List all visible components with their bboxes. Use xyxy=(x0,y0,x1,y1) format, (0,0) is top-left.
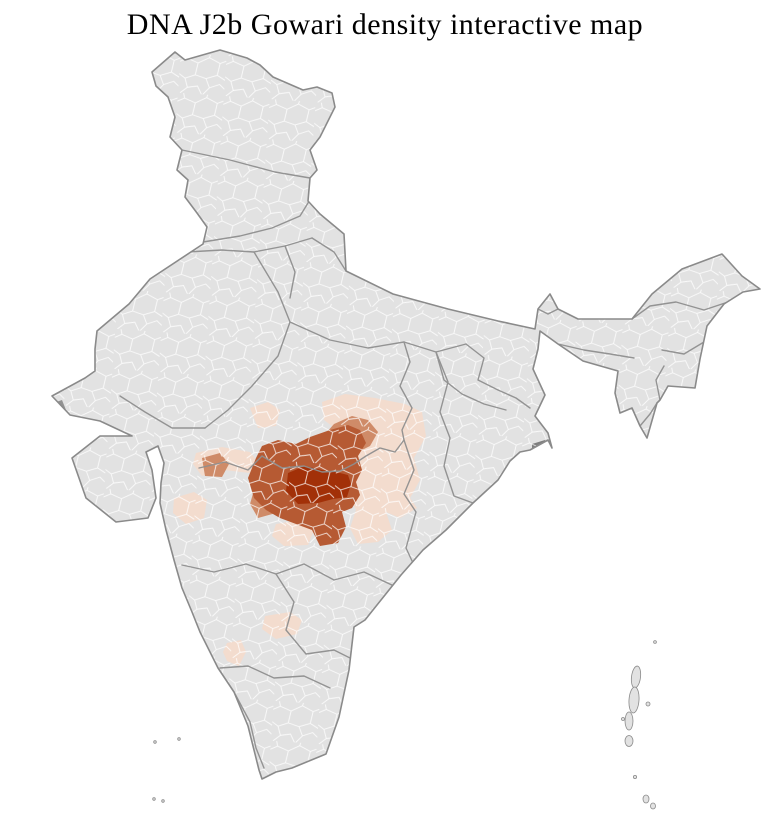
state-boundaries xyxy=(119,149,735,769)
island[interactable] xyxy=(630,665,642,689)
island[interactable] xyxy=(645,701,651,707)
island[interactable] xyxy=(633,775,638,780)
island[interactable] xyxy=(177,737,181,741)
island[interactable] xyxy=(650,802,656,810)
island[interactable] xyxy=(624,735,634,747)
lakshadweep-islands xyxy=(152,737,181,803)
island[interactable] xyxy=(621,717,625,721)
andaman-nicobar-islands xyxy=(621,640,657,810)
island[interactable] xyxy=(624,711,634,731)
island[interactable] xyxy=(642,794,650,804)
island[interactable] xyxy=(161,799,165,803)
island[interactable] xyxy=(653,640,657,644)
page-title: DNA J2b Gowari density interactive map xyxy=(126,8,644,41)
island[interactable] xyxy=(152,797,156,801)
island[interactable] xyxy=(628,686,640,714)
island[interactable] xyxy=(153,740,157,744)
